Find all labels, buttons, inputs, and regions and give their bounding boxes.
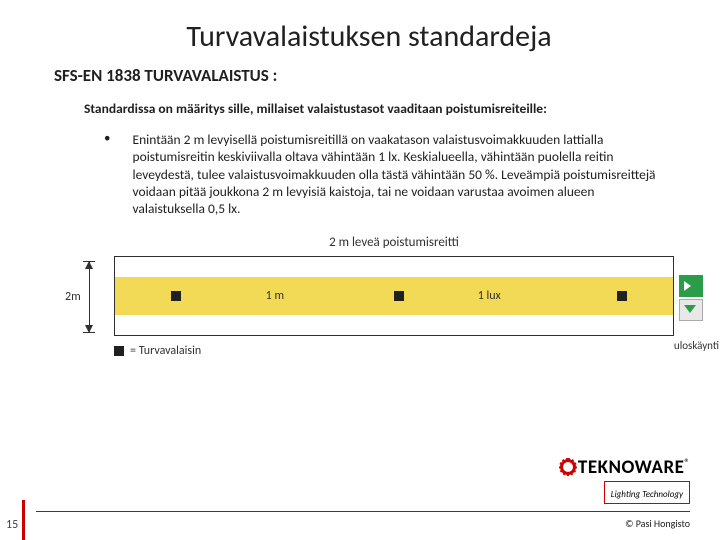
logo-tagline: Lighting Technology xyxy=(611,489,683,500)
brand-logo: TEKNOWARE® Lighting Technology xyxy=(560,456,690,504)
accent-bar xyxy=(22,500,25,540)
bullet-text: Enintään 2 m levyisellä poistumisreitill… xyxy=(132,131,664,217)
arrow-up-icon xyxy=(85,261,93,269)
diagram-legend: = Turvavalaisin xyxy=(114,344,674,358)
intro-text: Standardissa on määritys sille, millaise… xyxy=(84,100,684,117)
arrow-down-icon xyxy=(684,305,696,313)
center-lux-label: 1 lux xyxy=(478,289,501,303)
escape-route-diagram: 2 m leveä poistumisreitti 2m 1 m 1 lux xyxy=(114,235,674,358)
exit-signs xyxy=(679,275,713,323)
footer-divider xyxy=(36,511,690,512)
dimension-left: 2m xyxy=(71,261,107,333)
exit-sign-icon xyxy=(679,275,703,297)
luminaire-marker xyxy=(171,291,181,301)
logo-row: TEKNOWARE® xyxy=(560,456,690,479)
exit-direction-icon xyxy=(679,299,703,321)
diagram-caption: 2 m leveä poistumisreitti xyxy=(114,235,674,250)
arrow-right-icon xyxy=(684,281,691,291)
exit-label: uloskäynti xyxy=(674,339,719,352)
center-distance-label: 1 m xyxy=(266,289,284,303)
luminaire-marker xyxy=(394,291,404,301)
bullet-item: • Enintään 2 m levyisellä poistumisreiti… xyxy=(104,131,664,217)
legend-text: = Turvavalaisin xyxy=(130,344,201,358)
slide: Turvavalaistuksen standardeja SFS-EN 183… xyxy=(0,0,720,540)
gear-icon xyxy=(560,459,576,475)
page-number: 15 xyxy=(6,518,18,532)
logo-text: TEKNOWARE xyxy=(578,456,685,479)
copyright: © Pasi Hongisto xyxy=(625,517,690,530)
registered-mark: ® xyxy=(684,457,690,470)
luminaire-marker xyxy=(617,291,627,301)
dimension-label: 2m xyxy=(65,290,81,304)
bullet-marker: • xyxy=(104,131,110,217)
logo-tagline-box: Lighting Technology xyxy=(604,481,690,504)
diagram-box: 2m 1 m 1 lux uloskäynti xyxy=(114,256,674,336)
page-title: Turvavalaistuksen standardeja xyxy=(54,18,684,55)
subtitle: SFS-EN 1838 TURVAVALAISTUS : xyxy=(54,65,684,86)
legend-marker-icon xyxy=(114,346,124,356)
